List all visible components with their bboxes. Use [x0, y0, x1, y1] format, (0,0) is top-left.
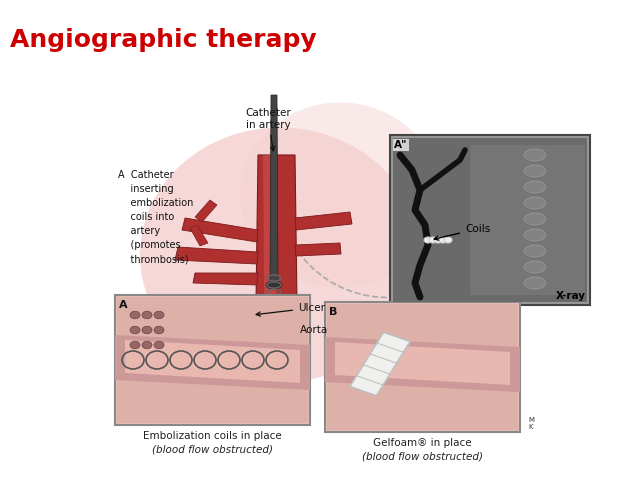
- Polygon shape: [255, 155, 298, 380]
- Polygon shape: [175, 247, 258, 264]
- Circle shape: [154, 311, 164, 319]
- Circle shape: [130, 311, 140, 319]
- Text: Gelfoam® in place: Gelfoam® in place: [373, 438, 472, 448]
- Bar: [470, 145, 585, 295]
- Ellipse shape: [524, 181, 546, 193]
- Circle shape: [434, 237, 442, 243]
- Ellipse shape: [524, 149, 546, 161]
- Ellipse shape: [140, 127, 420, 383]
- Circle shape: [154, 326, 164, 334]
- Circle shape: [142, 311, 152, 319]
- Text: X-ray: X-ray: [556, 291, 586, 301]
- Text: Angiographic therapy: Angiographic therapy: [10, 28, 316, 52]
- Circle shape: [154, 341, 164, 349]
- Ellipse shape: [524, 229, 546, 241]
- Ellipse shape: [240, 103, 440, 287]
- Polygon shape: [350, 332, 410, 396]
- Circle shape: [444, 237, 452, 243]
- Bar: [115, 295, 310, 425]
- Polygon shape: [335, 342, 510, 385]
- Text: A: A: [119, 300, 128, 310]
- Polygon shape: [193, 273, 258, 285]
- Polygon shape: [190, 225, 208, 246]
- Ellipse shape: [524, 165, 546, 177]
- Text: (blood flow obstructed): (blood flow obstructed): [362, 452, 483, 462]
- Ellipse shape: [524, 277, 546, 289]
- Ellipse shape: [266, 281, 282, 289]
- Polygon shape: [263, 155, 277, 380]
- Bar: [117, 297, 308, 423]
- Ellipse shape: [524, 245, 546, 257]
- Polygon shape: [234, 304, 252, 332]
- Text: Catheter
in artery: Catheter in artery: [245, 108, 291, 151]
- Circle shape: [424, 237, 432, 243]
- Ellipse shape: [524, 197, 546, 209]
- Polygon shape: [125, 340, 300, 383]
- Text: Coils: Coils: [434, 224, 490, 240]
- Ellipse shape: [524, 213, 546, 225]
- Polygon shape: [295, 212, 352, 230]
- Text: (blood flow obstructed): (blood flow obstructed): [152, 445, 273, 455]
- Circle shape: [439, 237, 447, 243]
- Polygon shape: [325, 337, 520, 392]
- Bar: [327, 304, 518, 430]
- Circle shape: [130, 341, 140, 349]
- Polygon shape: [295, 243, 341, 256]
- Ellipse shape: [524, 261, 546, 273]
- Bar: [393, 138, 587, 302]
- Text: A": A": [394, 140, 408, 150]
- Circle shape: [142, 341, 152, 349]
- Text: M
K: M K: [528, 417, 534, 430]
- Polygon shape: [182, 218, 258, 242]
- Bar: [390, 135, 590, 305]
- Polygon shape: [115, 335, 310, 390]
- Circle shape: [130, 326, 140, 334]
- Bar: [325, 302, 520, 432]
- Circle shape: [429, 237, 437, 243]
- Text: A  Catheter
    inserting
    embolization
    coils into
    artery
    (promot: A Catheter inserting embolization coils …: [118, 170, 193, 264]
- Text: Embolization coils in place: Embolization coils in place: [143, 431, 282, 441]
- Text: B: B: [329, 307, 338, 317]
- Text: Ulcer: Ulcer: [256, 303, 325, 316]
- Polygon shape: [195, 200, 217, 222]
- Text: Aorta: Aorta: [300, 325, 328, 335]
- Circle shape: [142, 326, 152, 334]
- Polygon shape: [270, 95, 278, 285]
